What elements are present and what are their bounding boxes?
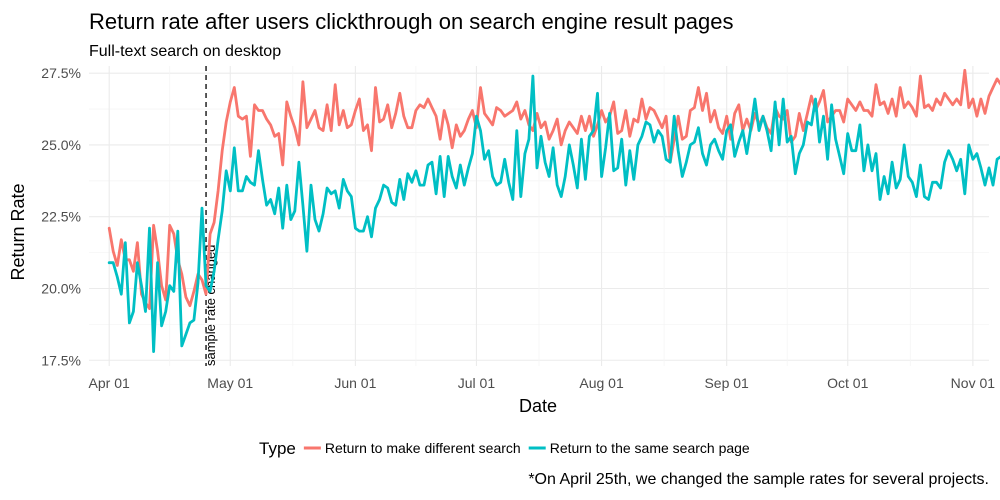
x-tick-label: Jul 01 xyxy=(458,375,496,391)
y-tick-label: 27.5% xyxy=(41,65,81,81)
legend-title: Type xyxy=(259,439,296,458)
x-axis-title: Date xyxy=(519,396,557,416)
chart-caption: *On April 25th, we changed the sample ra… xyxy=(528,471,989,488)
x-tick-label: Jun 01 xyxy=(334,375,376,391)
legend-label-1: Return to make different search xyxy=(325,440,521,456)
x-tick-label: Apr 01 xyxy=(89,375,130,391)
series-line-2 xyxy=(107,74,1000,354)
x-tick-label: May 01 xyxy=(207,375,253,391)
legend: Type Return to make different search Retu… xyxy=(259,439,750,458)
y-axis-title: Return Rate xyxy=(8,183,28,280)
plot-grid xyxy=(89,66,989,366)
y-tick-label: 20.0% xyxy=(41,280,81,296)
y-tick-label: 17.5% xyxy=(41,352,81,368)
x-tick-label: Oct 01 xyxy=(827,375,868,391)
legend-label-2: Return to the same search page xyxy=(550,440,750,456)
x-tick-label: Nov 01 xyxy=(951,375,996,391)
series-line-1 xyxy=(107,68,1000,311)
y-tick-label: 22.5% xyxy=(41,209,81,225)
x-axis-ticks: Apr 01 May 01 Jun 01 Jul 01 Aug 01 Sep 01 Oct … xyxy=(89,375,996,391)
chart-title: Return rate after users clickthrough on … xyxy=(89,9,733,34)
chart-subtitle: Full-text search on desktop xyxy=(89,43,281,60)
y-tick-label: 25.0% xyxy=(41,137,81,153)
chart-series xyxy=(107,68,1000,354)
x-tick-label: Sep 01 xyxy=(704,375,749,391)
y-axis-ticks: 17.5% 20.0% 22.5% 25.0% 27.5% xyxy=(41,65,81,368)
x-tick-label: Aug 01 xyxy=(579,375,624,391)
